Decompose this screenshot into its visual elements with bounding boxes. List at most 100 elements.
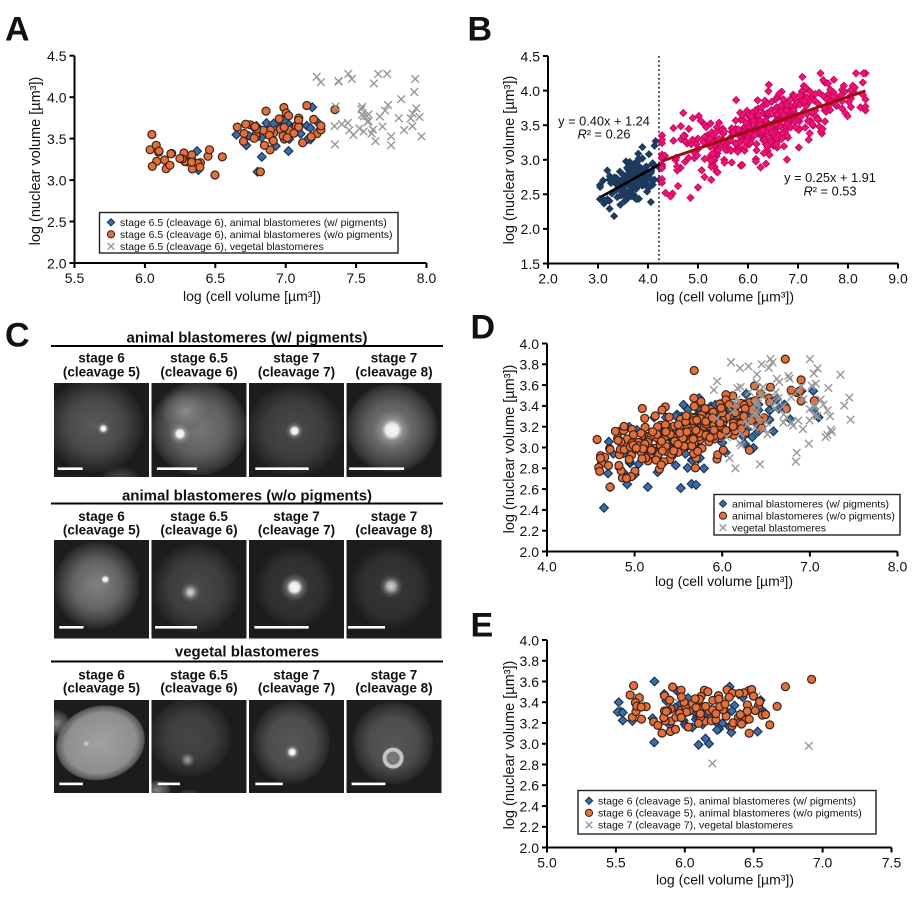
svg-text:(cleavage 7): (cleavage 7) bbox=[258, 681, 335, 696]
svg-text:R² = 0.26: R² = 0.26 bbox=[577, 127, 630, 142]
svg-text:7.0: 7.0 bbox=[800, 558, 820, 574]
svg-text:stage 6.5: stage 6.5 bbox=[170, 351, 228, 366]
svg-text:stage 7: stage 7 bbox=[371, 351, 418, 366]
svg-text:stage 7 (cleavage 7), vegetal: stage 7 (cleavage 7), vegetal blastomere… bbox=[598, 820, 793, 832]
svg-text:5.5: 5.5 bbox=[606, 854, 626, 870]
svg-text:2.0: 2.0 bbox=[520, 840, 540, 856]
svg-text:4.0: 4.0 bbox=[47, 90, 67, 106]
svg-text:6.0: 6.0 bbox=[738, 270, 758, 286]
svg-text:3.2: 3.2 bbox=[520, 715, 540, 731]
svg-text:6.0: 6.0 bbox=[135, 270, 155, 286]
svg-text:3.5: 3.5 bbox=[47, 131, 67, 147]
svg-text:stage 6.5 (cleavage 6), animal: stage 6.5 (cleavage 6), animal blastomer… bbox=[120, 217, 387, 229]
svg-text:5.0: 5.0 bbox=[688, 270, 708, 286]
svg-text:(cleavage 5): (cleavage 5) bbox=[63, 365, 140, 380]
svg-text:5.0: 5.0 bbox=[537, 854, 557, 870]
svg-text:D: D bbox=[471, 309, 496, 347]
svg-text:stage 6: stage 6 bbox=[78, 509, 125, 524]
svg-text:(cleavage 7): (cleavage 7) bbox=[258, 365, 335, 380]
svg-text:2.0: 2.0 bbox=[521, 221, 541, 237]
svg-text:log (nuclear volume [µm³]): log (nuclear volume [µm³]) bbox=[502, 661, 518, 830]
svg-text:3.0: 3.0 bbox=[521, 152, 541, 168]
svg-text:2.5: 2.5 bbox=[521, 187, 541, 203]
svg-text:2.6: 2.6 bbox=[520, 481, 540, 497]
svg-text:2.5: 2.5 bbox=[47, 214, 67, 230]
svg-text:animal blastomeres (w/o pigmen: animal blastomeres (w/o pigments) bbox=[732, 511, 895, 523]
svg-text:3.0: 3.0 bbox=[520, 736, 540, 752]
svg-text:(cleavage 7): (cleavage 7) bbox=[258, 523, 335, 538]
svg-text:3.4: 3.4 bbox=[520, 398, 540, 414]
svg-text:y = 0.40x + 1.24: y = 0.40x + 1.24 bbox=[558, 114, 650, 129]
svg-text:2.0: 2.0 bbox=[538, 270, 558, 286]
svg-text:3.0: 3.0 bbox=[47, 172, 67, 188]
svg-text:6.5: 6.5 bbox=[744, 854, 764, 870]
svg-text:8.0: 8.0 bbox=[888, 558, 908, 574]
svg-text:(cleavage 6): (cleavage 6) bbox=[160, 365, 237, 380]
svg-text:stage 6.5 (cleavage 6), vegeta: stage 6.5 (cleavage 6), vegetal blastome… bbox=[120, 241, 324, 253]
svg-text:2.8: 2.8 bbox=[520, 461, 540, 477]
svg-text:2.6: 2.6 bbox=[520, 778, 540, 794]
svg-text:1.5: 1.5 bbox=[521, 256, 541, 272]
svg-text:7.0: 7.0 bbox=[788, 270, 808, 286]
svg-text:3.8: 3.8 bbox=[520, 653, 540, 669]
svg-text:3.4: 3.4 bbox=[520, 695, 540, 711]
svg-text:2.2: 2.2 bbox=[520, 523, 540, 539]
svg-text:2.4: 2.4 bbox=[520, 502, 540, 518]
svg-text:(cleavage 5): (cleavage 5) bbox=[63, 681, 140, 696]
svg-text:vegetal blastomeres: vegetal blastomeres bbox=[175, 644, 319, 661]
svg-text:stage 6.5: stage 6.5 bbox=[170, 668, 228, 683]
svg-text:log (cell volume [µm³]): log (cell volume [µm³]) bbox=[655, 573, 793, 589]
svg-text:8.0: 8.0 bbox=[838, 270, 858, 286]
svg-text:2.8: 2.8 bbox=[520, 757, 540, 773]
svg-text:log (nuclear volume [µm³]): log (nuclear volume [µm³]) bbox=[28, 77, 44, 246]
svg-text:2.4: 2.4 bbox=[520, 798, 540, 814]
svg-text:3.6: 3.6 bbox=[520, 674, 540, 690]
svg-text:animal blastomeres (w/o pigmen: animal blastomeres (w/o pigments) bbox=[122, 488, 372, 505]
svg-text:7.0: 7.0 bbox=[276, 270, 296, 286]
svg-text:4.0: 4.0 bbox=[521, 83, 541, 99]
svg-text:5.5: 5.5 bbox=[65, 270, 85, 286]
svg-text:4.0: 4.0 bbox=[537, 558, 557, 574]
svg-text:B: B bbox=[468, 11, 493, 49]
svg-text:6.5: 6.5 bbox=[206, 270, 226, 286]
svg-text:E: E bbox=[471, 607, 494, 645]
svg-text:6.0: 6.0 bbox=[675, 854, 695, 870]
svg-text:(cleavage 6): (cleavage 6) bbox=[160, 523, 237, 538]
svg-text:log (cell volume [µm³]): log (cell volume [µm³]) bbox=[656, 872, 794, 888]
svg-text:animal blastomeres (w/ pigment: animal blastomeres (w/ pigments) bbox=[732, 499, 889, 511]
svg-text:3.8: 3.8 bbox=[520, 357, 540, 373]
svg-text:2.0: 2.0 bbox=[47, 255, 67, 271]
svg-text:5.0: 5.0 bbox=[625, 558, 645, 574]
svg-text:(cleavage 8): (cleavage 8) bbox=[355, 523, 432, 538]
svg-text:8.0: 8.0 bbox=[417, 270, 437, 286]
svg-text:3.0: 3.0 bbox=[588, 270, 608, 286]
svg-text:9.0: 9.0 bbox=[888, 270, 908, 286]
svg-text:R² = 0.53: R² = 0.53 bbox=[803, 184, 856, 199]
svg-text:4.0: 4.0 bbox=[520, 336, 540, 352]
svg-text:6.0: 6.0 bbox=[712, 558, 732, 574]
svg-text:stage 6: stage 6 bbox=[78, 668, 125, 683]
svg-text:stage 7: stage 7 bbox=[273, 509, 320, 524]
svg-text:7.0: 7.0 bbox=[813, 854, 833, 870]
svg-text:2.2: 2.2 bbox=[520, 819, 540, 835]
svg-text:(cleavage 8): (cleavage 8) bbox=[355, 681, 432, 696]
svg-text:stage 6.5: stage 6.5 bbox=[170, 509, 228, 524]
svg-text:3.6: 3.6 bbox=[520, 377, 540, 393]
svg-text:stage 7: stage 7 bbox=[371, 668, 418, 683]
svg-text:4.0: 4.0 bbox=[638, 270, 658, 286]
svg-text:y = 0.25x + 1.91: y = 0.25x + 1.91 bbox=[784, 170, 876, 185]
svg-text:stage 7: stage 7 bbox=[273, 351, 320, 366]
svg-text:4.5: 4.5 bbox=[47, 48, 67, 64]
svg-text:log (nuclear volume [µm³]): log (nuclear volume [µm³]) bbox=[502, 365, 518, 534]
svg-text:stage 6 (cleavage 5), animal b: stage 6 (cleavage 5), animal blastomeres… bbox=[598, 796, 856, 808]
svg-text:(cleavage 5): (cleavage 5) bbox=[63, 523, 140, 538]
svg-text:7.5: 7.5 bbox=[882, 854, 902, 870]
svg-text:vegetal blastomeres: vegetal blastomeres bbox=[732, 523, 826, 535]
svg-text:(cleavage 6): (cleavage 6) bbox=[160, 681, 237, 696]
svg-text:3.2: 3.2 bbox=[520, 419, 540, 435]
svg-text:log (cell volume [µm³]): log (cell volume [µm³]) bbox=[656, 289, 794, 305]
svg-text:A: A bbox=[5, 11, 30, 49]
svg-text:3.0: 3.0 bbox=[520, 440, 540, 456]
svg-text:C: C bbox=[5, 317, 30, 355]
svg-text:7.5: 7.5 bbox=[346, 270, 366, 286]
